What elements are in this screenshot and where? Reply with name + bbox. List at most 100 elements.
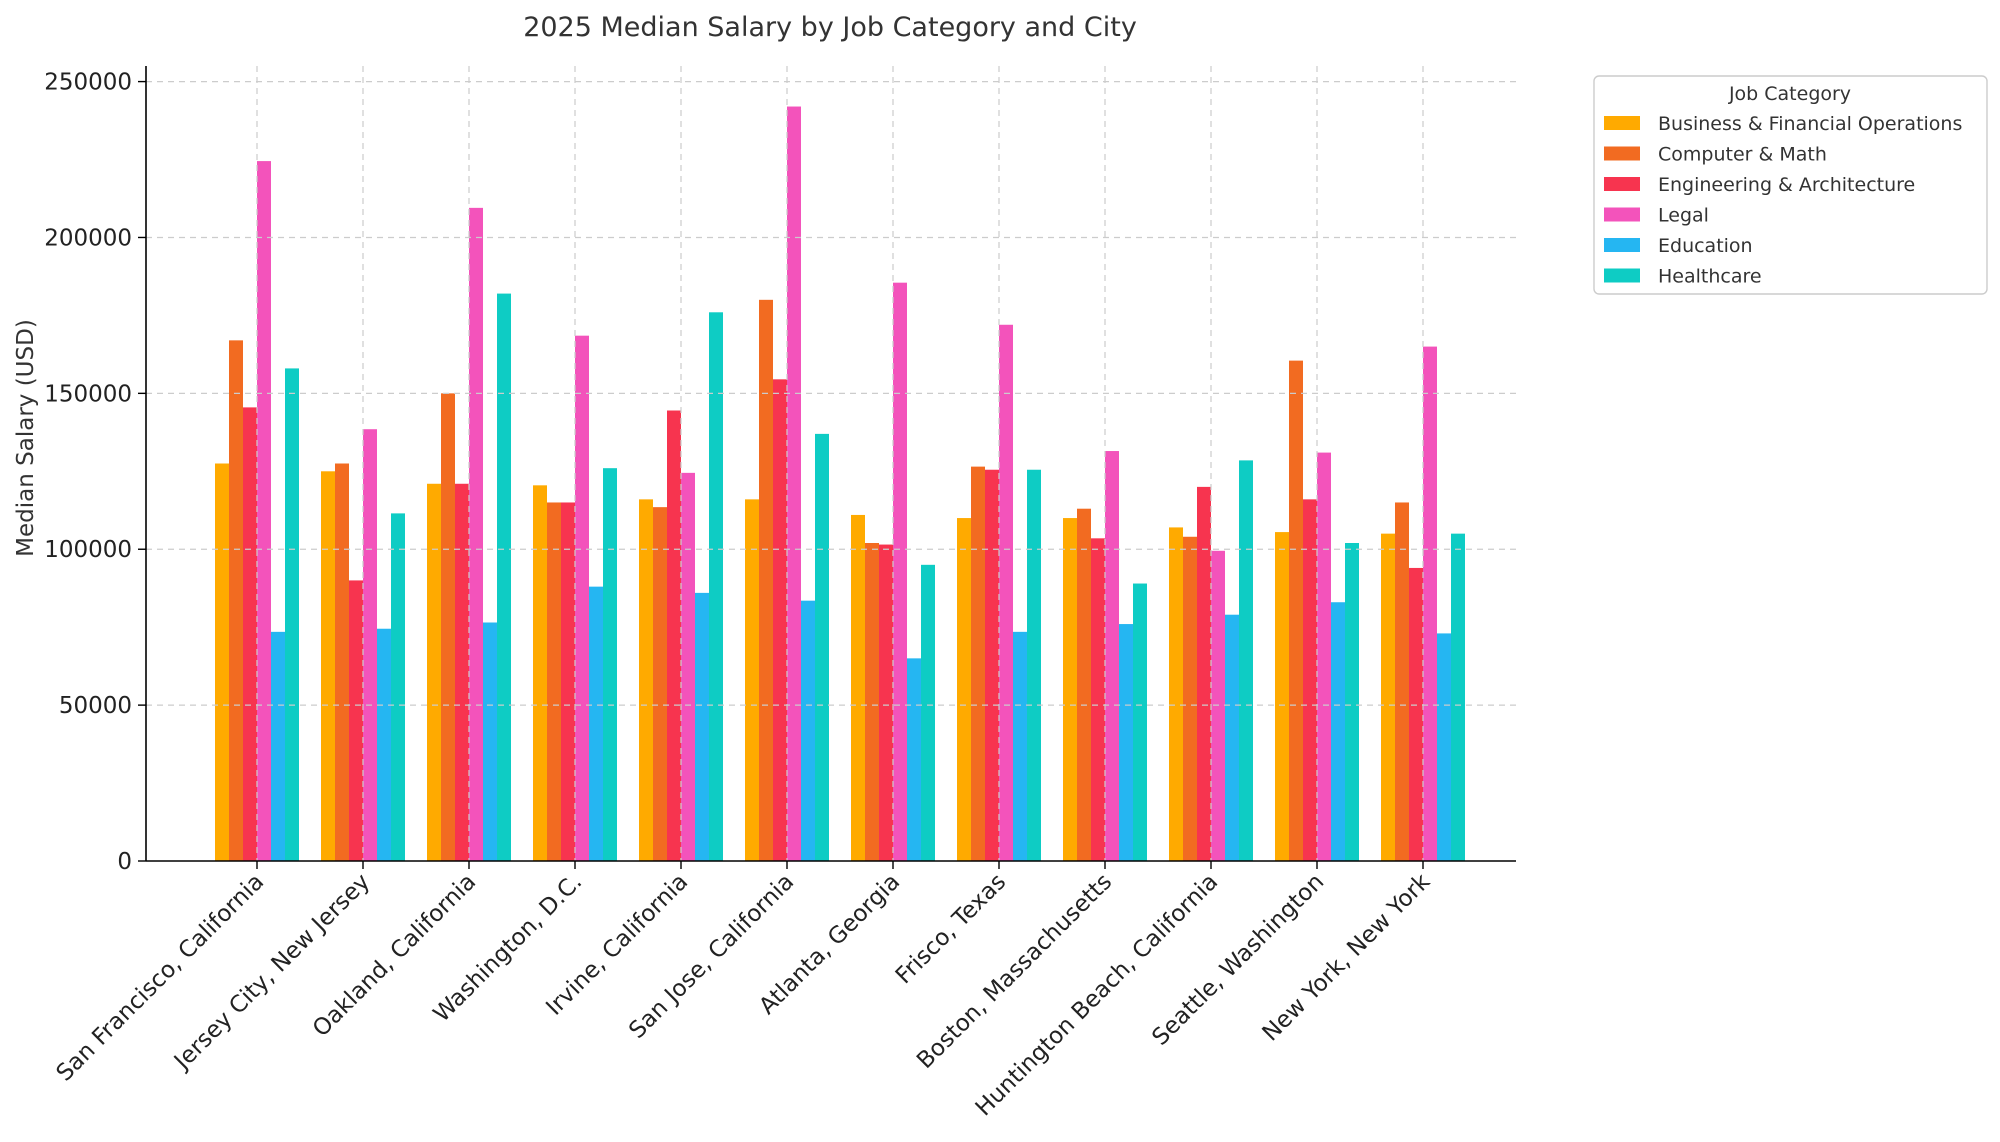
legend-swatch <box>1604 146 1640 161</box>
bar <box>1275 532 1289 861</box>
bar <box>1381 533 1395 861</box>
bar <box>589 586 603 861</box>
y-tick-label: 150000 <box>44 381 132 407</box>
bar <box>285 368 299 861</box>
bar <box>391 513 405 861</box>
bar <box>1197 486 1211 861</box>
bar <box>469 207 483 862</box>
bar <box>1183 536 1197 861</box>
bar <box>603 468 617 861</box>
bar <box>815 433 829 861</box>
legend-swatch <box>1604 207 1640 222</box>
bar <box>1211 550 1225 861</box>
bar <box>1409 567 1423 861</box>
bar <box>695 592 709 861</box>
legend-label: Education <box>1658 235 1753 257</box>
y-tick-label: 200000 <box>44 225 132 251</box>
grid <box>146 66 1516 861</box>
bars <box>215 106 1465 862</box>
bar <box>1225 614 1239 861</box>
bar <box>1303 499 1317 861</box>
bar <box>801 600 815 861</box>
bar <box>1345 543 1359 861</box>
legend-label: Healthcare <box>1658 266 1762 288</box>
bar <box>971 466 985 861</box>
legend-title: Job Category <box>1728 83 1851 105</box>
bar <box>455 483 469 861</box>
legend-label: Legal <box>1658 205 1709 227</box>
bar <box>851 514 865 861</box>
bar <box>1239 460 1253 861</box>
bar <box>575 335 589 861</box>
bar <box>363 429 377 861</box>
legend-items: Business & Financial Operations Computer … <box>1604 113 1962 288</box>
bar <box>441 393 455 861</box>
bar <box>547 502 561 861</box>
bar <box>639 499 653 861</box>
bar <box>1289 360 1303 861</box>
bar <box>773 379 787 861</box>
legend-box <box>1593 75 1988 295</box>
bar <box>865 543 879 861</box>
bar <box>907 658 921 861</box>
bar <box>681 472 695 861</box>
legend: Job Category Business & Financial Operat… <box>1593 75 1988 295</box>
chart-title: 2025 Median Salary by Job Category and C… <box>523 12 1137 43</box>
bar <box>1395 502 1409 861</box>
bar <box>1105 451 1119 861</box>
bar <box>1063 518 1077 861</box>
bar <box>879 544 893 861</box>
bar <box>667 410 681 861</box>
legend-label: Computer & Math <box>1658 144 1827 166</box>
y-tick-label: 50000 <box>59 693 132 719</box>
bar <box>561 502 575 861</box>
bar <box>271 631 285 861</box>
y-tick-label: 100000 <box>44 537 132 563</box>
bar <box>215 463 229 861</box>
bar <box>1013 631 1027 861</box>
bar <box>1027 469 1041 861</box>
bar <box>745 499 759 861</box>
y-ticks: 0 50000 100000 150000 200000 250000 <box>44 70 146 875</box>
y-axis-label: Median Salary (USD) <box>13 319 39 557</box>
bar <box>1091 538 1105 861</box>
axes <box>145 66 1516 862</box>
bar <box>533 485 547 861</box>
bar <box>321 471 335 861</box>
bar <box>229 340 243 862</box>
bar <box>787 106 801 861</box>
bar <box>335 463 349 861</box>
bar <box>709 312 723 861</box>
bar <box>483 622 497 861</box>
bar <box>1331 602 1345 861</box>
bar <box>497 293 511 861</box>
bar <box>1133 583 1147 861</box>
bar <box>243 407 257 861</box>
bar <box>1423 346 1437 861</box>
bar <box>957 518 971 861</box>
legend-label: Engineering & Architecture <box>1658 174 1915 196</box>
bar <box>1077 508 1091 861</box>
bar <box>985 469 999 861</box>
legend-label: Business & Financial Operations <box>1658 113 1962 135</box>
bar <box>759 299 773 862</box>
bar <box>1437 633 1451 861</box>
legend-swatch <box>1604 268 1640 283</box>
y-tick-label: 0 <box>117 849 132 875</box>
bar <box>1451 533 1465 861</box>
bar <box>999 324 1013 861</box>
bar <box>921 564 935 861</box>
legend-swatch <box>1604 116 1640 130</box>
bar <box>1317 452 1331 861</box>
bar <box>349 580 363 861</box>
legend-swatch <box>1604 238 1640 252</box>
y-tick-label: 250000 <box>44 70 132 96</box>
bar <box>893 282 907 861</box>
bar <box>653 507 667 861</box>
bar <box>257 161 271 861</box>
bar <box>1119 624 1133 861</box>
bar <box>1169 527 1183 861</box>
legend-swatch <box>1604 177 1640 191</box>
